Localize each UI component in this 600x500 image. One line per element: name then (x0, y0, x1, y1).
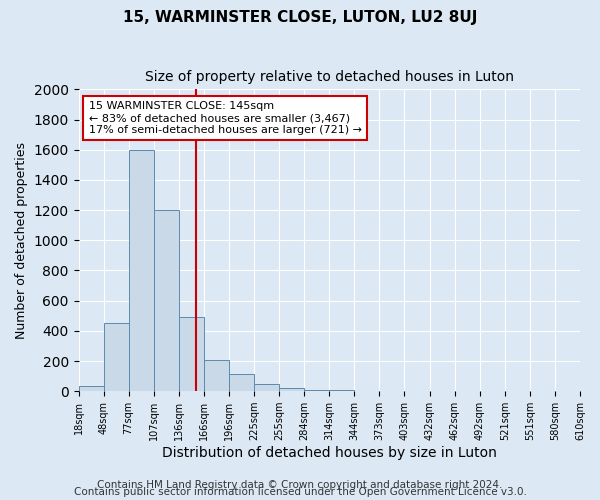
Text: Contains public sector information licensed under the Open Government Licence v3: Contains public sector information licen… (74, 487, 526, 497)
Bar (128, 150, 154, 391)
Bar (304, 390, 329, 391)
Bar (154, 210, 179, 391)
Bar (229, 374, 254, 391)
Text: 15, WARMINSTER CLOSE, LUTON, LU2 8UJ: 15, WARMINSTER CLOSE, LUTON, LU2 8UJ (123, 10, 477, 25)
Bar (279, 388, 304, 391)
Bar (204, 360, 229, 391)
Bar (329, 390, 355, 391)
Bar (254, 384, 279, 391)
Text: Contains HM Land Registry data © Crown copyright and database right 2024.: Contains HM Land Registry data © Crown c… (97, 480, 503, 490)
Bar (104, 324, 128, 391)
Y-axis label: Number of detached properties: Number of detached properties (15, 142, 28, 339)
Text: 15 WARMINSTER CLOSE: 145sqm
← 83% of detached houses are smaller (3,467)
17% of : 15 WARMINSTER CLOSE: 145sqm ← 83% of det… (89, 102, 362, 134)
Bar (179, 318, 204, 391)
Title: Size of property relative to detached houses in Luton: Size of property relative to detached ho… (145, 70, 514, 84)
X-axis label: Distribution of detached houses by size in Luton: Distribution of detached houses by size … (162, 446, 497, 460)
Bar (79, 386, 104, 391)
